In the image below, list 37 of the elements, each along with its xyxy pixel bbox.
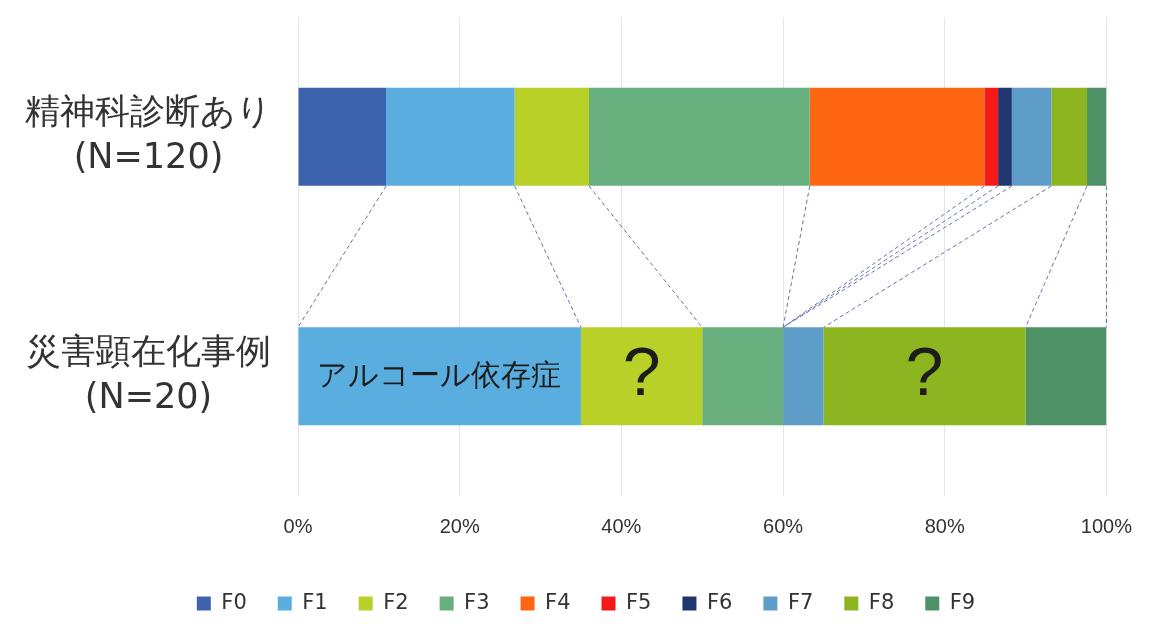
legend-label: F9 — [949, 589, 976, 614]
bar — [298, 87, 387, 186]
legend-label: F5 — [626, 589, 652, 614]
x-tick-label: 80% — [924, 514, 965, 537]
annotation: アルコール依存症 — [317, 356, 562, 391]
annotation: ? — [622, 333, 661, 409]
bar — [984, 87, 999, 186]
bar — [783, 327, 824, 426]
bar — [1087, 87, 1107, 186]
y-tick-label: 精神科診断あり (N=120) — [25, 91, 272, 177]
annotation: ? — [905, 333, 944, 409]
bar — [514, 87, 590, 186]
y-tick-label: 災害顕在化事例 (N=20) — [26, 330, 271, 416]
bar — [580, 327, 703, 426]
bar — [1011, 87, 1052, 186]
bar — [589, 87, 810, 186]
bar — [998, 87, 1012, 186]
x-tick-label: 40% — [601, 514, 642, 537]
bar — [702, 327, 784, 426]
x-tick-label: 100% — [1080, 514, 1133, 537]
bar — [1025, 327, 1107, 426]
x-tick-label: 60% — [763, 514, 804, 537]
legend-label: F0 — [221, 589, 247, 614]
legend-label: F2 — [383, 589, 409, 614]
legend-label: F1 — [302, 589, 328, 614]
x-tick-label: 20% — [439, 514, 480, 537]
legend-label: F4 — [545, 589, 571, 614]
legend-label: F7 — [787, 589, 814, 614]
legend-label: F6 — [706, 589, 733, 614]
legend-label: F3 — [464, 589, 490, 614]
bar — [1051, 87, 1088, 186]
bar — [298, 327, 581, 426]
legend-label: F8 — [868, 589, 895, 614]
x-tick-label: 0% — [283, 514, 313, 537]
bar — [823, 327, 1026, 426]
bar — [809, 87, 985, 186]
bar — [386, 87, 515, 186]
